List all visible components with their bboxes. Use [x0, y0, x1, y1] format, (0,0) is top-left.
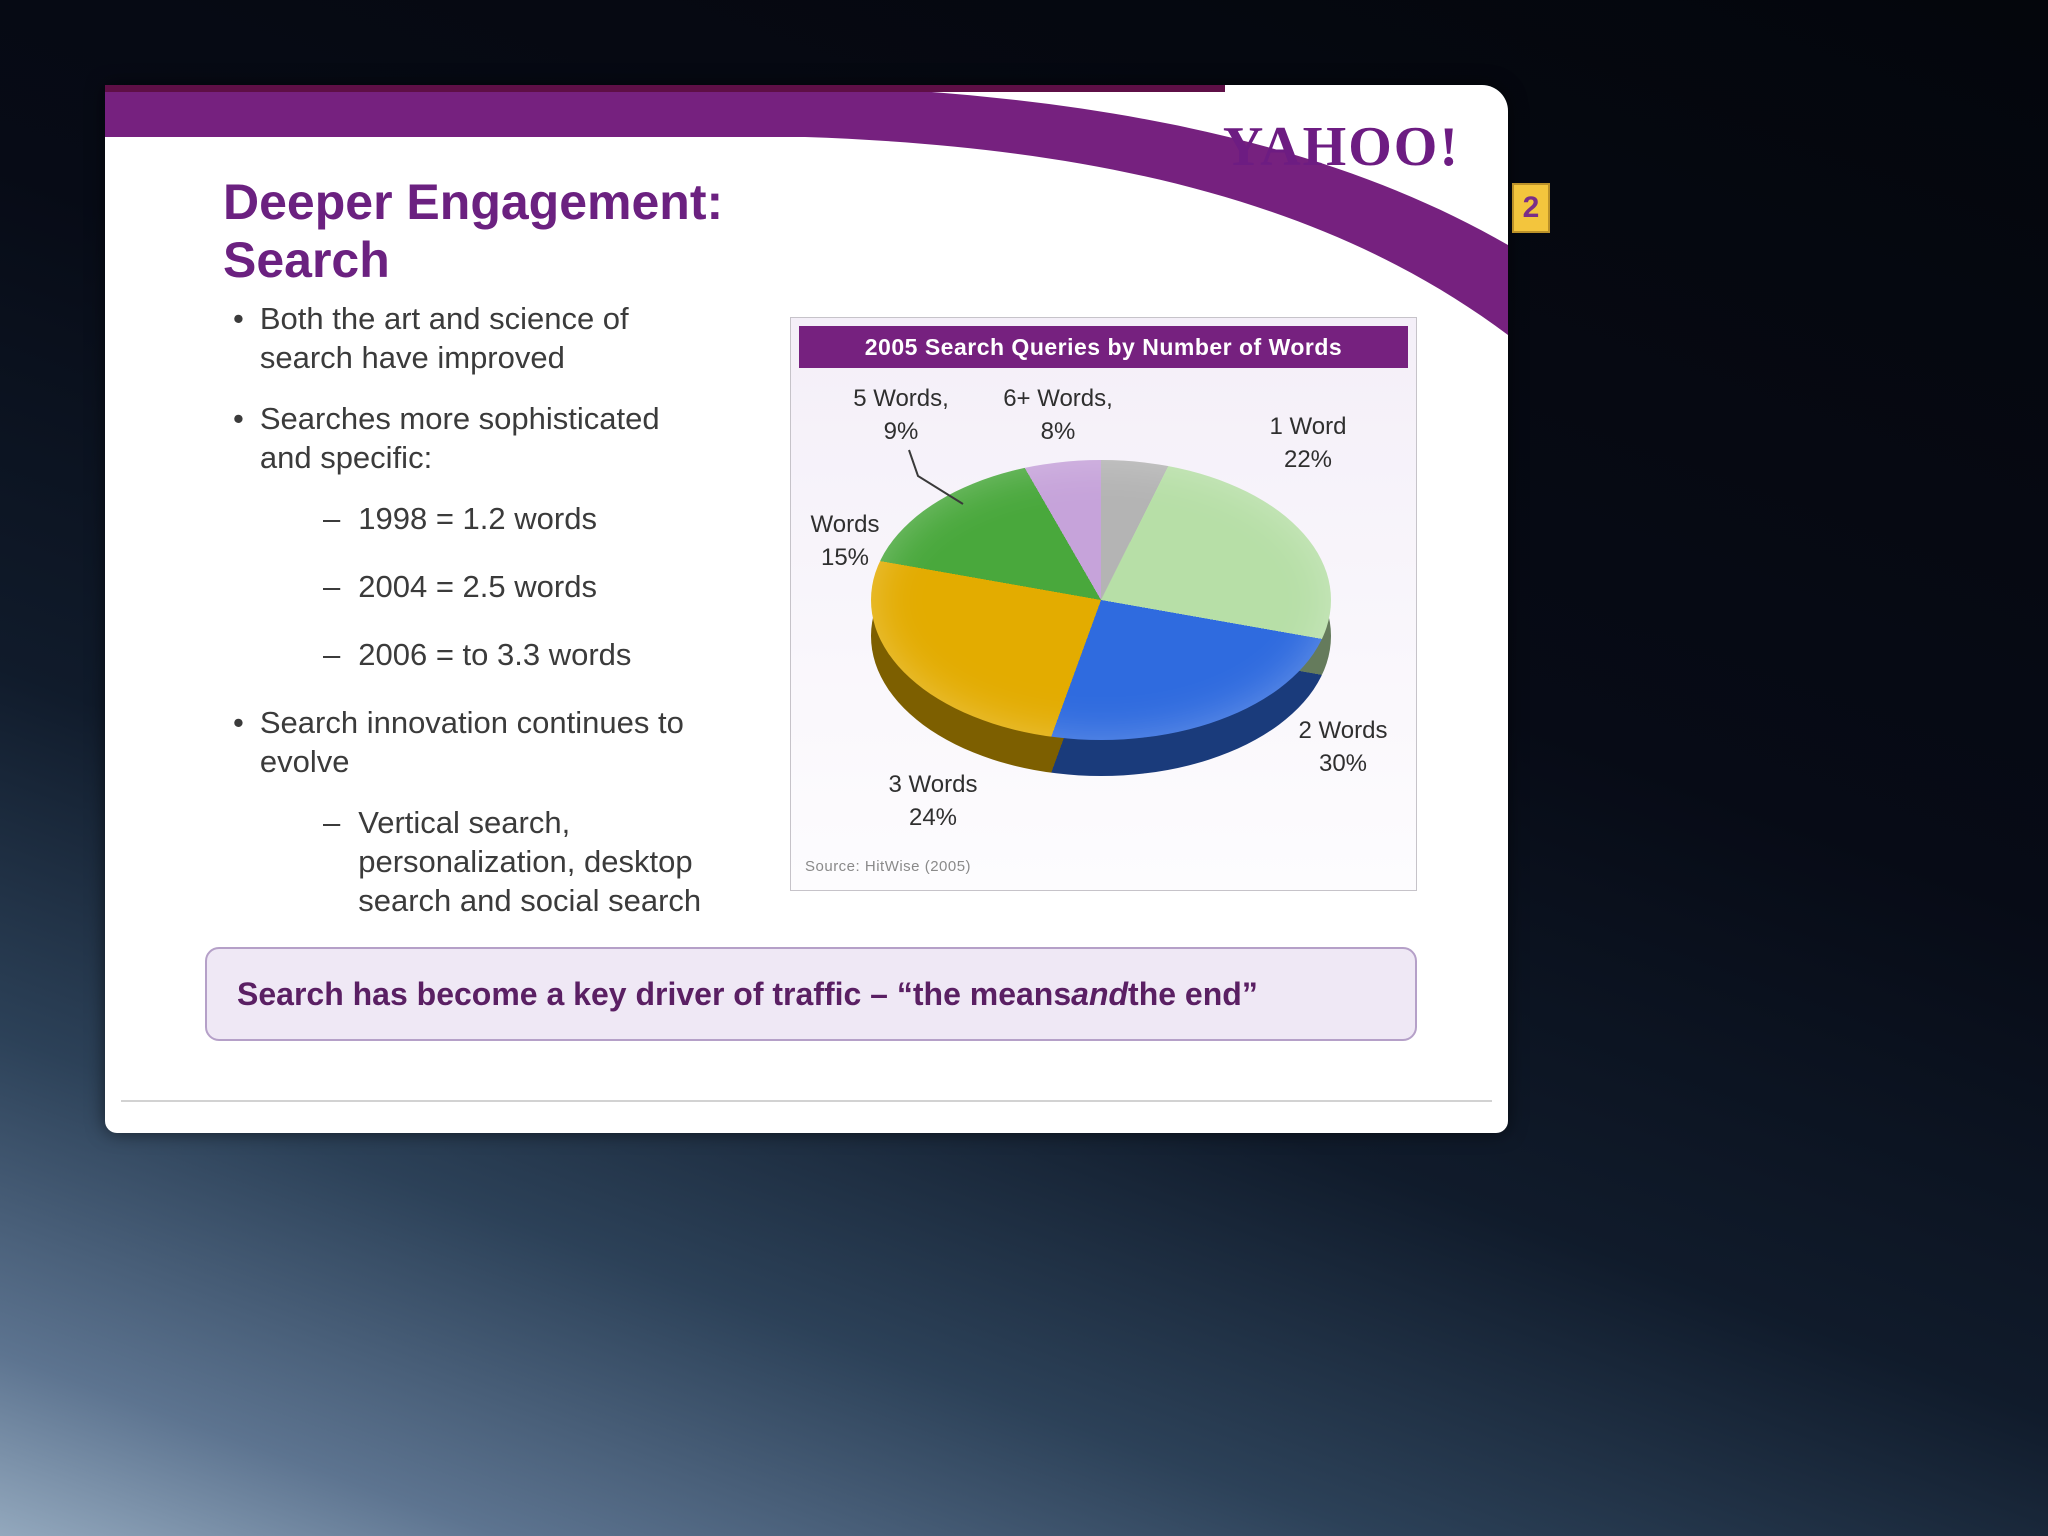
sub-bullet-vertical-search: – Vertical search, personalization, desk…: [323, 803, 793, 920]
sub-bullet-text-1998: 1998 = 1.2 words: [358, 501, 597, 536]
pie-label-pct: 8%: [1040, 418, 1076, 445]
slide-title-line1: Deeper Engagement:: [223, 174, 724, 230]
sub-bullet-text-2006: 2006 = to 3.3 words: [358, 637, 632, 672]
pie-label-pct: 30%: [1318, 750, 1368, 777]
chart-panel: 2005 Search Queries by Number of Words 5…: [790, 317, 1417, 891]
sub-bullet-marker: –: [323, 805, 341, 840]
bullet-item-3: • Search innovation continues to evolve: [233, 703, 793, 781]
bullet-marker: •: [233, 401, 244, 436]
callout-banner: Search has become a key driver of traffi…: [205, 947, 1417, 1041]
chart-title: 2005 Search Queries by Number of Words: [799, 326, 1408, 368]
sub-bullet-text-vertical-search: Vertical search, personalization, deskto…: [358, 805, 702, 918]
bullet-marker: •: [233, 705, 244, 740]
bullet-item-1: • Both the art and science of search hav…: [233, 299, 793, 377]
pie-label-pct: 24%: [908, 804, 958, 831]
bullet-text-2: Searches more sophisticated and specific…: [259, 401, 660, 475]
pie-label-5-words: 5 Words, 9%: [831, 382, 971, 448]
slide-number-badge: 2: [1512, 183, 1550, 233]
slide: YAHOO! Deeper Engagement: Search • Both …: [105, 85, 1508, 1133]
slide-title-line2: Search: [223, 232, 390, 288]
sub-bullet-2006: – 2006 = to 3.3 words: [323, 635, 793, 674]
bullet-item-2: • Searches more sophisticated and specif…: [233, 399, 793, 477]
sub-bullet-marker: –: [323, 569, 341, 604]
sub-bullet-2004: – 2004 = 2.5 words: [323, 567, 793, 606]
callout-text-pre: Search has become a key driver of traffi…: [237, 975, 1072, 1012]
header-swoosh: [105, 85, 1508, 335]
pie-label-6plus-words: 6+ Words, 8%: [983, 382, 1133, 448]
sub-bullet-text-2004: 2004 = 2.5 words: [358, 569, 597, 604]
slide-title: Deeper Engagement: Search: [223, 173, 723, 289]
sub-bullet-marker: –: [323, 501, 341, 536]
pie-label-3-words: 3 Words 24%: [863, 768, 1003, 834]
pie-label-text: Words: [810, 511, 880, 538]
bullet-text-3: Search innovation continues to evolve: [259, 705, 684, 779]
yahoo-logo: YAHOO!: [1222, 116, 1460, 178]
pie-chart: [871, 460, 1331, 740]
bullet-list: • Both the art and science of search hav…: [233, 299, 793, 949]
pie-label-text: 1 Word: [1269, 413, 1347, 440]
pie-label-pct: 15%: [820, 544, 870, 571]
bullet-marker: •: [233, 301, 244, 336]
pie-label-pct: 22%: [1283, 446, 1333, 473]
pie-label-text: 5 Words,: [853, 385, 949, 412]
callout-text-post: the end”: [1128, 975, 1258, 1012]
bullet-text-1: Both the art and science of search have …: [259, 301, 629, 375]
pie-label-text: 6+ Words,: [1003, 385, 1113, 412]
header-top-stripe: [105, 85, 1225, 92]
pie-label-2-words: 2 Words 30%: [1273, 714, 1413, 780]
callout-text-italic: and: [1071, 975, 1129, 1012]
header-swoosh-band: [105, 85, 1508, 335]
pie-label-text: 3 Words: [888, 771, 978, 798]
sub-bullet-marker: –: [323, 637, 341, 672]
pie-label-1-word: 1 Word 22%: [1243, 410, 1373, 476]
pie-label-4-words: Words 15%: [793, 508, 897, 574]
pie-label-text: 2 Words: [1298, 717, 1388, 744]
slide-footer-divider: [121, 1100, 1492, 1102]
chart-source-note: Source: HitWise (2005): [805, 858, 972, 875]
pie-label-pct: 9%: [883, 418, 919, 445]
sub-bullet-1998: – 1998 = 1.2 words: [323, 499, 793, 538]
